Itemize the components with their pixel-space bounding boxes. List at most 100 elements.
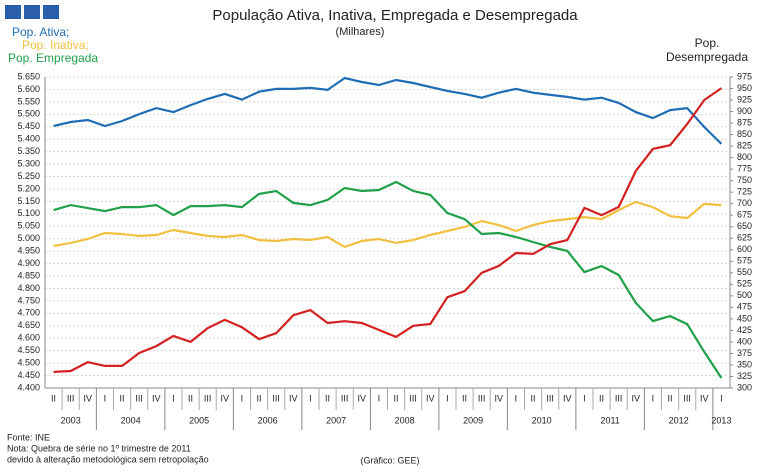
x-tick-label: I: [515, 393, 518, 403]
x-tick-label: I: [241, 393, 244, 403]
y2-tick-label: 725: [737, 187, 752, 197]
y2-tick-label: 750: [737, 175, 752, 185]
year-label: 2003: [61, 415, 81, 425]
y-tick-label: 4.700: [17, 308, 40, 318]
y-tick-label: 4.450: [17, 370, 40, 380]
y-tick-label: 4.850: [17, 270, 40, 280]
x-tick-label: II: [51, 393, 56, 403]
y-tick-label: 4.550: [17, 345, 40, 355]
y-tick-label: 5.000: [17, 233, 40, 243]
legend-entry: Pop. Inativa;: [22, 38, 89, 52]
y2-label: Pop.: [695, 36, 720, 50]
x-tick-label: II: [462, 393, 467, 403]
year-label: 2010: [532, 415, 552, 425]
x-tick-label: IV: [221, 393, 230, 403]
y2-tick-label: 325: [737, 371, 752, 381]
y2-tick-label: 575: [737, 256, 752, 266]
x-tick-label: IV: [700, 393, 709, 403]
x-tick-label: I: [652, 393, 655, 403]
x-tick-label: III: [204, 393, 212, 403]
series-line: [53, 180, 723, 379]
x-tick-label: I: [172, 393, 175, 403]
y-tick-label: 4.900: [17, 258, 40, 268]
year-label: 2005: [189, 415, 209, 425]
y-tick-label: 5.100: [17, 208, 40, 218]
x-tick-label: IV: [358, 393, 367, 403]
logo-square: [5, 5, 21, 19]
y2-tick-label: 450: [737, 313, 752, 323]
y-tick-label: 5.300: [17, 158, 40, 168]
x-tick-label: II: [188, 393, 193, 403]
legend-entry: Pop. Empregada: [8, 51, 98, 65]
chart-subtitle: (Milhares): [336, 26, 385, 38]
y2-tick-label: 925: [737, 94, 752, 104]
x-tick-label: I: [446, 393, 449, 403]
y2-tick-label: 625: [737, 233, 752, 243]
y-tick-label: 5.450: [17, 121, 40, 131]
y2-tick-label: 350: [737, 359, 752, 369]
y-tick-label: 4.400: [17, 382, 40, 392]
y2-tick-label: 650: [737, 221, 752, 231]
y-tick-label: 5.200: [17, 183, 40, 193]
y2-tick-label: 975: [737, 71, 752, 81]
x-tick-label: IV: [495, 393, 504, 403]
y-tick-label: 4.950: [17, 246, 40, 256]
series-line: [53, 76, 723, 145]
x-tick-label: III: [615, 393, 623, 403]
y-tick-label: 5.400: [17, 134, 40, 144]
year-label: 2006: [258, 415, 278, 425]
chart-title: População Ativa, Inativa, Empregada e De…: [212, 7, 578, 24]
y2-tick-label: 500: [737, 290, 752, 300]
y-tick-label: 5.150: [17, 196, 40, 206]
y2-tick-label: 800: [737, 152, 752, 162]
y2-tick-label: 400: [737, 336, 752, 346]
y-tick-label: 5.650: [17, 71, 40, 81]
legend-entry: Pop. Ativa;: [12, 25, 69, 39]
x-tick-label: IV: [84, 393, 93, 403]
y-tick-label: 4.500: [17, 357, 40, 367]
x-tick-label: II: [599, 393, 604, 403]
year-label: 2013: [711, 415, 731, 425]
y-tick-label: 4.650: [17, 320, 40, 330]
x-tick-label: III: [409, 393, 417, 403]
x-tick-label: I: [720, 393, 723, 403]
y2-tick-label: 475: [737, 302, 752, 312]
year-label: 2004: [121, 415, 141, 425]
x-tick-label: IV: [289, 393, 298, 403]
x-tick-label: III: [341, 393, 349, 403]
y2-tick-label: 775: [737, 164, 752, 174]
y-tick-label: 5.050: [17, 221, 40, 231]
x-tick-label: II: [394, 393, 399, 403]
x-tick-label: IV: [152, 393, 161, 403]
y2-tick-label: 875: [737, 117, 752, 127]
y-tick-label: 5.250: [17, 171, 40, 181]
x-tick-label: I: [309, 393, 312, 403]
year-label: 2008: [395, 415, 415, 425]
y2-tick-label: 600: [737, 244, 752, 254]
y2-tick-label: 825: [737, 140, 752, 150]
note: Nota: Quebra de série no 1º trimestre de…: [7, 443, 191, 453]
y-tick-label: 4.600: [17, 333, 40, 343]
x-tick-label: I: [378, 393, 381, 403]
x-tick-label: III: [546, 393, 554, 403]
x-tick-label: III: [683, 393, 691, 403]
x-tick-label: IV: [426, 393, 435, 403]
y-tick-label: 5.500: [17, 109, 40, 119]
x-tick-label: II: [120, 393, 125, 403]
y-tick-label: 5.550: [17, 96, 40, 106]
y2-tick-label: 375: [737, 348, 752, 358]
x-tick-label: IV: [632, 393, 641, 403]
x-tick-label: III: [135, 393, 143, 403]
x-tick-label: IV: [563, 393, 572, 403]
year-label: 2012: [669, 415, 689, 425]
y2-tick-label: 425: [737, 325, 752, 335]
y2-tick-label: 700: [737, 198, 752, 208]
x-tick-label: II: [531, 393, 536, 403]
y-tick-label: 4.800: [17, 283, 40, 293]
logo-square: [24, 5, 40, 19]
y-tick-label: 5.600: [17, 84, 40, 94]
logo-square: [43, 5, 59, 19]
note: Fonte: INE: [7, 432, 50, 442]
credit: (Gráfico: GEE): [360, 455, 419, 465]
